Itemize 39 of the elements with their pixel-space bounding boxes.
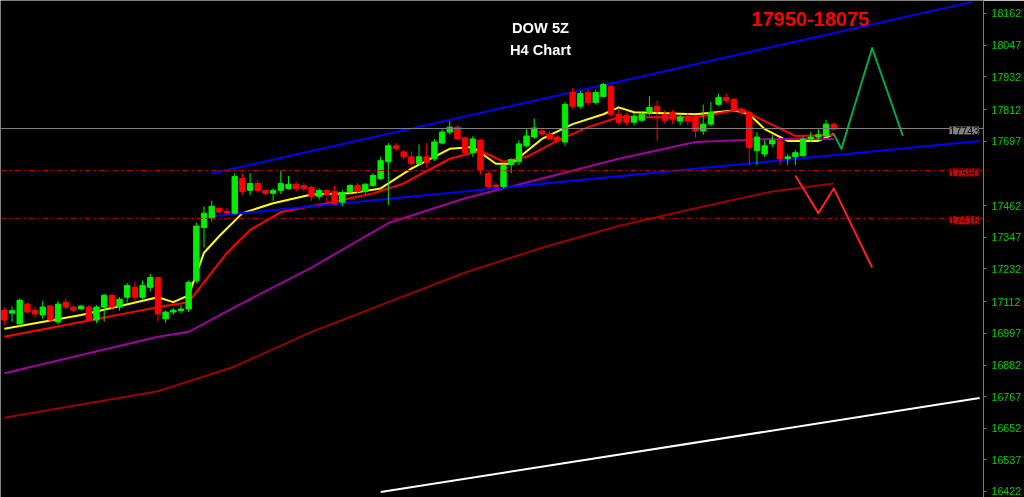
- line-series: [3, 137, 835, 375]
- candlestick: [569, 87, 576, 110]
- y-tick-label: 17347: [991, 231, 1022, 244]
- candlestick: [423, 142, 430, 169]
- text: DOW 5Z: [512, 19, 570, 36]
- line-series: [794, 174, 874, 269]
- line-series: [3, 182, 835, 419]
- text: H4 Chart: [509, 41, 572, 58]
- y-tick-label: 17932: [991, 70, 1022, 83]
- candlestick: [269, 187, 277, 202]
- annotation: 17950-18075: [751, 7, 870, 30]
- candlestick: [392, 142, 400, 152]
- y-tick-label: 16652: [991, 422, 1022, 435]
- candlestick: [124, 282, 131, 303]
- candlestick: [246, 172, 254, 196]
- candlestick: [239, 172, 246, 196]
- y-tick-label: 16767: [991, 390, 1022, 403]
- y-tick-label: 16422: [991, 485, 1022, 497]
- candlestick: [469, 135, 476, 158]
- ref-line-label: 17743: [949, 124, 980, 137]
- y-tick-label: 16537: [991, 453, 1022, 466]
- ref-line-label: 17590: [949, 166, 980, 179]
- ref-line-label: 17416: [949, 214, 980, 227]
- line-series: [832, 47, 904, 150]
- y-tick-label: 18162: [991, 7, 1022, 20]
- candlestick: [500, 163, 507, 189]
- y-tick-label: 17232: [991, 262, 1022, 275]
- y-tick-label: 17697: [991, 135, 1022, 148]
- y-tick-label: 17462: [991, 199, 1022, 212]
- candlestick: [646, 95, 653, 117]
- candlestick: [54, 300, 62, 325]
- y-tick-label: 17112: [991, 295, 1021, 308]
- y-tick-label: 17812: [991, 103, 1022, 116]
- y-tick-label: 16882: [991, 359, 1022, 372]
- candlestick: [131, 281, 139, 302]
- candlestick: [776, 138, 784, 166]
- y-tick-label: 16997: [991, 327, 1022, 340]
- y-tick-label: 18047: [991, 39, 1022, 52]
- candlestick: [415, 143, 423, 166]
